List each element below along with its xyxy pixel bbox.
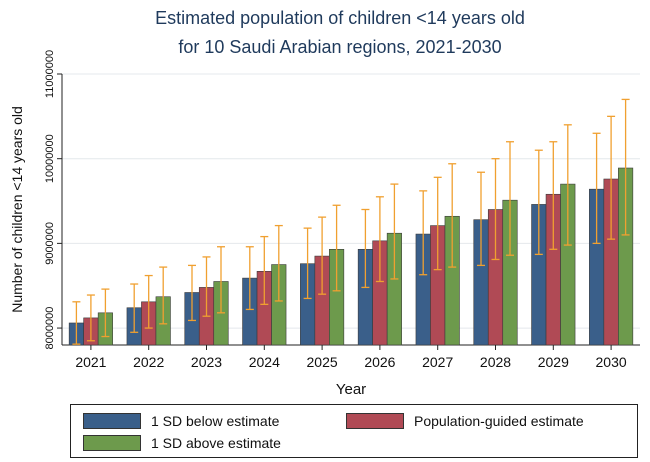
chart-title-line1: Estimated population of children <14 yea… xyxy=(155,8,525,28)
x-tick-label: 2029 xyxy=(538,354,569,370)
y-tick-label: 11000000 xyxy=(44,50,56,98)
legend-label-below: 1 SD below estimate xyxy=(151,413,280,429)
legend-swatch-above xyxy=(83,435,141,451)
legend: 1 SD below estimate Population-guided es… xyxy=(70,404,638,458)
x-tick-label: 2024 xyxy=(249,354,280,370)
x-tick-label: 2030 xyxy=(596,354,627,370)
x-tick-label: 2022 xyxy=(133,354,164,370)
y-tick-label: 8000000 xyxy=(44,307,56,350)
x-axis-label: Year xyxy=(336,381,366,398)
x-tick-label: 2023 xyxy=(191,354,222,370)
legend-item-estimate: Population-guided estimate xyxy=(346,413,584,429)
legend-swatch-below xyxy=(83,413,141,429)
legend-label-above: 1 SD above estimate xyxy=(151,435,281,451)
chart-area: 8000000 9000000 10000000 11000000 2021 2022 20… xyxy=(9,50,640,398)
y-tick-label: 9000000 xyxy=(44,222,56,265)
x-tick-label: 2027 xyxy=(422,354,453,370)
legend-item-above: 1 SD above estimate xyxy=(83,435,281,451)
legend-label-estimate: Population-guided estimate xyxy=(414,413,584,429)
x-tick-label: 2028 xyxy=(480,354,511,370)
legend-item-below: 1 SD below estimate xyxy=(83,413,279,429)
y-axis-label: Number of children <14 years old xyxy=(9,106,25,313)
x-tick-label: 2021 xyxy=(75,354,106,370)
chart-title-line2: for 10 Saudi Arabian regions, 2021-2030 xyxy=(178,37,502,57)
y-tick-label: 10000000 xyxy=(44,134,56,183)
x-tick-label: 2025 xyxy=(307,354,338,370)
legend-swatch-estimate xyxy=(346,413,404,429)
x-tick-label: 2026 xyxy=(364,354,395,370)
